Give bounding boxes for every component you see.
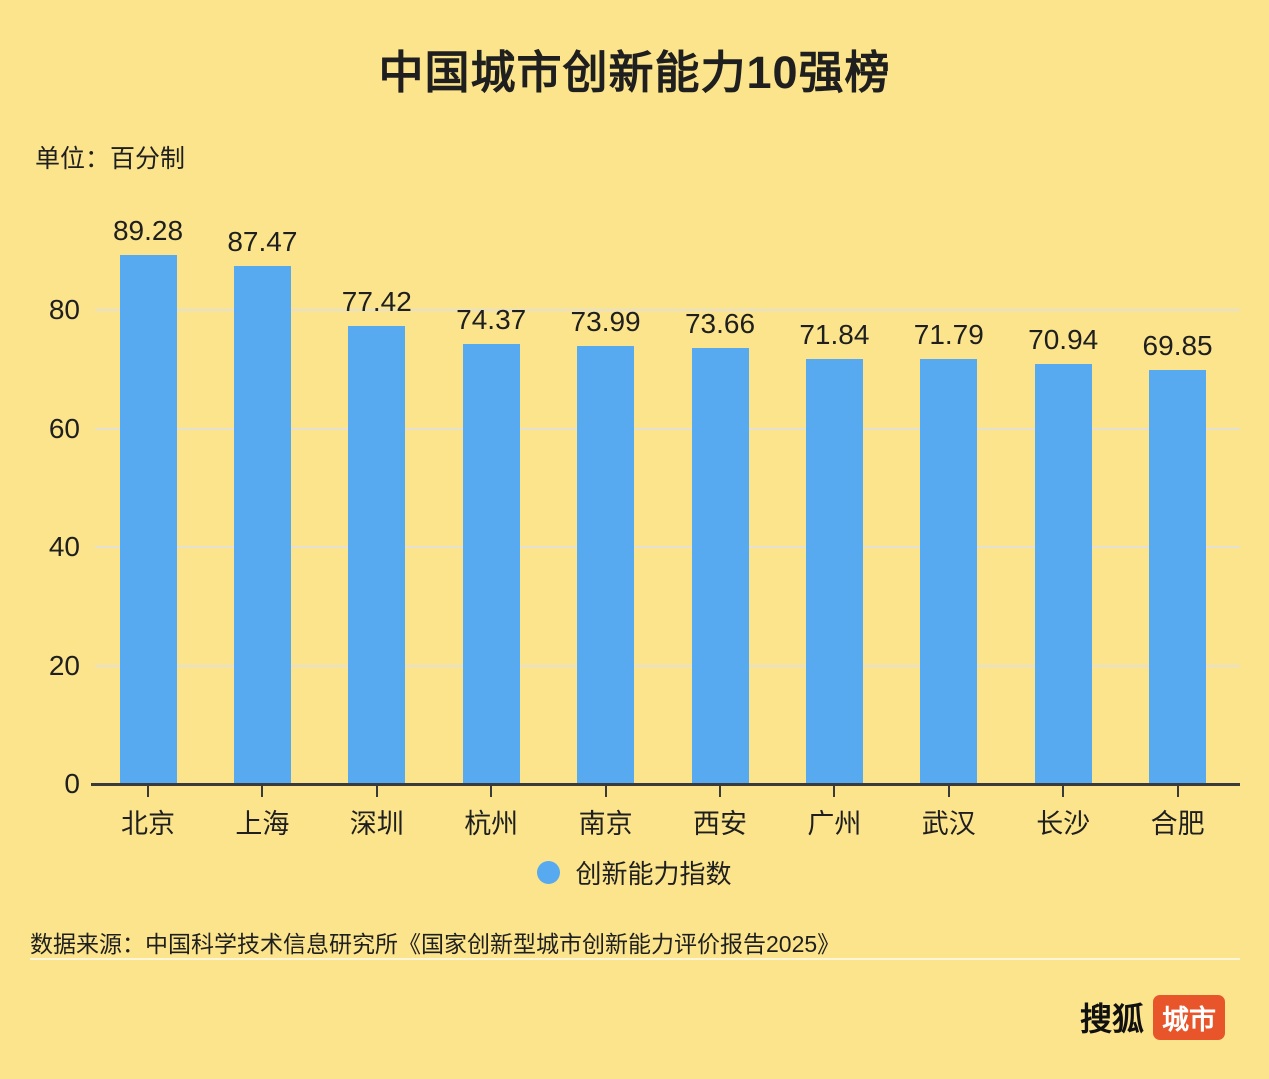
gridline-60	[95, 427, 1240, 430]
x-axis-category-label: 深圳	[349, 809, 404, 839]
bar-合肥	[1149, 370, 1207, 784]
divider	[30, 958, 1240, 960]
y-axis-tick-label: 80	[48, 294, 80, 326]
bar-value-label: 77.42	[341, 285, 412, 317]
x-axis-category-label: 西安	[693, 809, 747, 839]
gridline-20	[95, 664, 1240, 667]
x-axis-category-label: 北京	[121, 809, 175, 839]
x-axis-tick	[490, 786, 493, 797]
bar-value-label: 71.79	[913, 319, 984, 350]
source-note: 数据来源：中国科学技术信息研究所《国家创新型城市创新能力评价报告2025》	[30, 931, 841, 957]
sohu-brand-text: 搜狐	[1079, 1001, 1144, 1037]
bar-武汉	[920, 359, 978, 784]
x-axis-category-label: 南京	[578, 809, 633, 839]
legend: 创新能力指数	[0, 854, 1269, 891]
bar-深圳	[348, 325, 406, 784]
sohu-city-badge: 城市	[1153, 994, 1225, 1040]
unit-label: 单位：百分制	[35, 145, 186, 173]
bar-西安	[691, 347, 749, 784]
x-axis-category-label: 长沙	[1036, 809, 1091, 839]
x-axis-category-label: 上海	[235, 809, 290, 839]
x-axis-category-label: 武汉	[921, 809, 976, 839]
bar-value-label: 69.85	[1142, 330, 1213, 362]
bar-南京	[577, 345, 635, 784]
x-axis-line	[91, 783, 1240, 786]
bar-value-label: 89.28	[112, 215, 184, 247]
y-axis-tick-label: 40	[48, 531, 80, 563]
bar-value-label: 73.66	[684, 307, 756, 339]
x-axis-category-label: 杭州	[464, 809, 519, 839]
x-axis-tick	[261, 786, 264, 797]
bar-北京	[119, 255, 177, 784]
bar-杭州	[462, 343, 520, 784]
bar-value-label: 71.84	[799, 318, 870, 350]
x-axis-tick	[1176, 786, 1179, 797]
x-axis-category-label: 广州	[807, 809, 862, 839]
bar-value-label: 87.47	[227, 226, 298, 258]
gridline-40	[95, 546, 1240, 549]
x-axis-tick	[1062, 786, 1065, 797]
bar-value-label: 74.37	[456, 303, 527, 335]
bar-广州	[805, 358, 863, 784]
y-axis-tick-label: 0	[64, 768, 80, 799]
bar-长沙	[1034, 364, 1092, 784]
x-axis-tick	[719, 786, 721, 797]
legend-label: 创新能力指数	[575, 859, 732, 889]
bar-value-label: 73.99	[570, 305, 641, 337]
x-axis-tick	[833, 786, 836, 797]
bar-上海	[233, 266, 291, 784]
x-axis-tick	[147, 786, 149, 797]
sohu-logo: 搜狐 城市	[1080, 994, 1225, 1040]
x-axis-category-label: 合肥	[1150, 809, 1205, 839]
y-axis-tick-label: 20	[48, 649, 80, 681]
y-axis-tick-label: 60	[48, 412, 80, 444]
x-axis-tick	[947, 786, 950, 797]
gridline-80	[95, 309, 1240, 312]
chart-title: 中国城市创新能力10强榜	[378, 47, 891, 98]
bar-value-label: 70.94	[1028, 324, 1099, 356]
legend-dot-icon	[537, 861, 561, 884]
x-axis-tick	[604, 786, 607, 797]
x-axis-tick	[375, 786, 378, 797]
